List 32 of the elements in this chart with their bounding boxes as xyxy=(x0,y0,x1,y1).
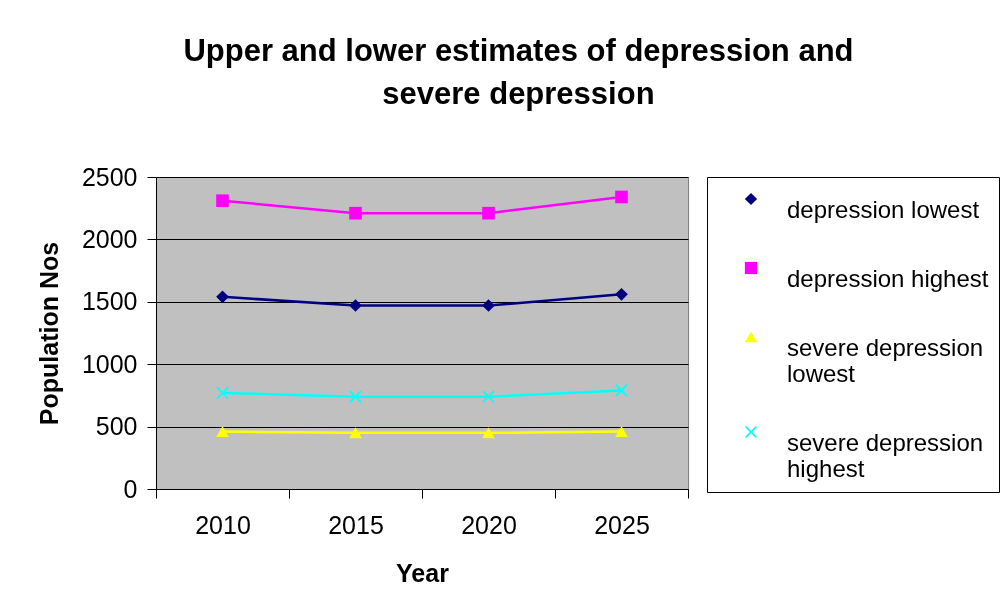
x-tick-label: 2025 xyxy=(594,510,650,539)
point xyxy=(216,290,229,304)
point xyxy=(615,287,628,301)
point xyxy=(615,190,628,204)
x-tick-label: 2020 xyxy=(461,510,517,539)
legend-label: depression lowest xyxy=(787,196,980,223)
point xyxy=(349,427,362,439)
y-tick-label: 0 xyxy=(123,474,138,503)
y-tick-label: 2500 xyxy=(81,162,138,191)
point xyxy=(482,390,495,403)
legend-label: severe depression lowest xyxy=(787,334,984,387)
point xyxy=(615,426,628,438)
y-tick-label: 1000 xyxy=(81,349,138,378)
y-tick-label: 2000 xyxy=(81,224,138,253)
point xyxy=(349,299,362,312)
x-axis-title: Year xyxy=(396,558,450,587)
point xyxy=(216,426,229,438)
point xyxy=(482,427,495,439)
legend-label: severe depression highest xyxy=(787,429,984,482)
point xyxy=(349,390,362,403)
y-tick-label: 1500 xyxy=(81,287,138,316)
point xyxy=(349,206,362,220)
x-tick-label: 2010 xyxy=(195,510,251,539)
point xyxy=(615,384,628,397)
point xyxy=(216,194,229,208)
y-axis-title: Population Nos xyxy=(34,241,63,426)
y-tick-label: 500 xyxy=(95,412,138,441)
chart-title: Upper and lower estimates of depression and severe depression xyxy=(183,33,854,111)
point xyxy=(482,206,495,220)
x-tick-label: 2015 xyxy=(328,510,384,539)
point xyxy=(482,299,495,312)
legend-label: depression highest xyxy=(787,265,989,292)
